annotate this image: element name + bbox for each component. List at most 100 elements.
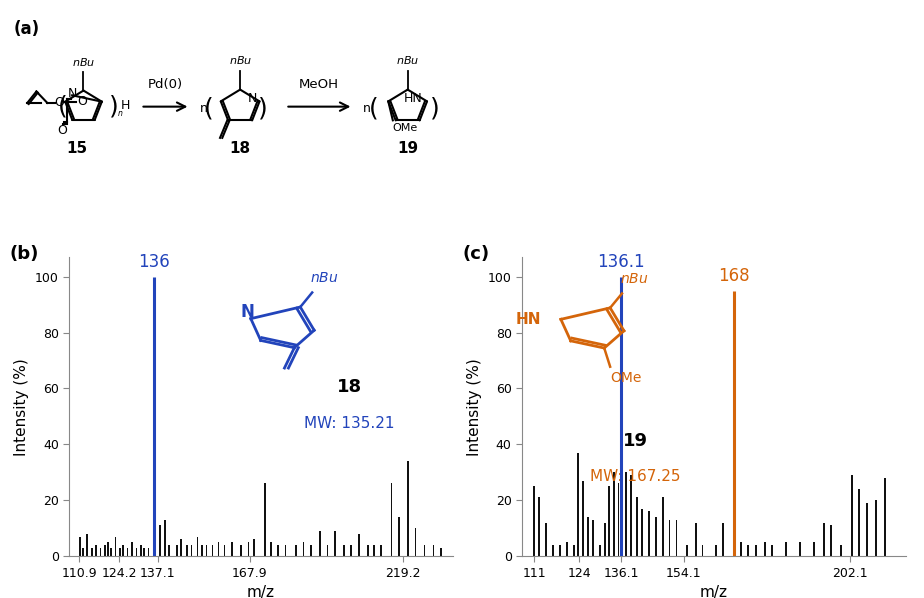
Text: (b): (b) <box>10 245 39 263</box>
Text: N: N <box>68 87 78 99</box>
Bar <box>264 484 265 556</box>
Text: 136: 136 <box>139 253 170 271</box>
Bar <box>206 545 207 556</box>
Text: ): ) <box>258 96 268 120</box>
Text: 168: 168 <box>718 267 749 285</box>
Text: HN: HN <box>516 312 541 327</box>
Bar <box>119 548 121 556</box>
Text: (: ( <box>369 96 378 120</box>
X-axis label: m/z: m/z <box>699 585 728 598</box>
Bar <box>630 475 632 556</box>
Text: ): ) <box>430 96 440 120</box>
Bar <box>740 542 742 556</box>
Bar <box>840 545 843 556</box>
Bar <box>319 531 321 556</box>
Bar <box>358 534 359 556</box>
Bar <box>248 542 249 556</box>
Bar <box>91 548 92 556</box>
Text: $_n$: $_n$ <box>116 109 123 119</box>
Bar <box>798 542 800 556</box>
Text: MeOH: MeOH <box>299 78 339 91</box>
Bar <box>432 545 434 556</box>
Bar <box>197 536 199 556</box>
Bar <box>407 461 408 556</box>
Bar <box>723 523 724 556</box>
Bar <box>201 545 203 556</box>
Text: $n$Bu: $n$Bu <box>72 56 95 68</box>
Bar <box>755 545 758 556</box>
Bar <box>343 545 345 556</box>
Bar <box>440 548 442 556</box>
Bar <box>107 542 109 556</box>
Bar <box>136 548 138 556</box>
Bar <box>240 545 242 556</box>
Bar <box>231 542 233 556</box>
Bar <box>373 545 374 556</box>
Bar <box>747 545 748 556</box>
Y-axis label: Intensity (%): Intensity (%) <box>468 358 482 456</box>
Bar <box>582 481 584 556</box>
Bar <box>285 545 286 556</box>
Bar <box>784 542 786 556</box>
Bar <box>587 517 589 556</box>
Bar <box>79 536 80 556</box>
Bar <box>423 545 425 556</box>
Bar <box>695 523 697 556</box>
Text: (: ( <box>203 96 213 120</box>
Text: 136.1: 136.1 <box>598 253 645 271</box>
Text: O: O <box>77 95 87 108</box>
Text: O: O <box>57 124 67 138</box>
Bar <box>655 517 657 556</box>
Bar <box>559 545 561 556</box>
Text: (: ( <box>58 94 67 118</box>
Y-axis label: Intensity (%): Intensity (%) <box>15 358 30 456</box>
Bar <box>270 542 272 556</box>
Bar <box>104 545 106 556</box>
Bar <box>592 520 594 556</box>
Bar <box>648 511 650 556</box>
Bar <box>669 520 671 556</box>
Bar <box>212 545 213 556</box>
Bar <box>823 523 825 556</box>
Bar <box>326 545 328 556</box>
Bar <box>851 475 853 556</box>
Bar <box>577 453 578 556</box>
Bar <box>180 539 182 556</box>
Text: $n$Bu: $n$Bu <box>620 272 649 286</box>
Text: n: n <box>200 102 207 115</box>
Bar <box>867 503 869 556</box>
Bar <box>553 545 554 556</box>
Text: O: O <box>55 96 65 109</box>
Bar <box>857 489 859 556</box>
Bar <box>127 548 128 556</box>
Text: N: N <box>241 303 255 321</box>
Bar <box>334 531 335 556</box>
Bar <box>168 545 170 556</box>
Text: (a): (a) <box>14 20 40 38</box>
Bar <box>367 545 369 556</box>
Bar <box>191 545 192 556</box>
Bar <box>381 545 382 556</box>
Bar <box>415 528 417 556</box>
Text: Pd(0): Pd(0) <box>148 78 183 91</box>
Text: N: N <box>248 92 257 105</box>
Bar <box>599 545 602 556</box>
Bar <box>95 545 97 556</box>
X-axis label: m/z: m/z <box>247 585 275 598</box>
Bar <box>143 548 145 556</box>
Bar <box>641 509 643 556</box>
Bar <box>164 520 165 556</box>
Bar <box>539 498 541 556</box>
Text: 18: 18 <box>229 141 250 156</box>
Text: (c): (c) <box>463 245 490 263</box>
Bar <box>636 498 638 556</box>
Bar <box>176 545 177 556</box>
Text: n: n <box>362 102 371 115</box>
Text: MW: 135.21: MW: 135.21 <box>304 416 395 431</box>
Bar <box>100 548 102 556</box>
Bar <box>303 542 304 556</box>
Text: $n$Bu: $n$Bu <box>396 54 419 66</box>
Bar <box>626 472 627 556</box>
Bar <box>764 542 766 556</box>
Bar <box>310 545 311 556</box>
